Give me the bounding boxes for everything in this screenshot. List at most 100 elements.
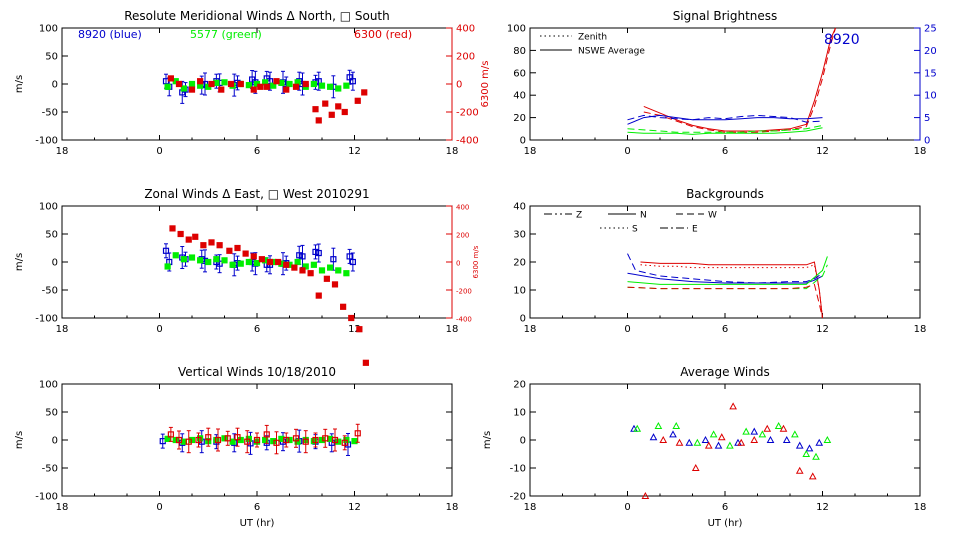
data-point (302, 438, 309, 445)
legend-label: W (708, 211, 717, 221)
data-point (294, 258, 301, 266)
data-point (216, 242, 223, 249)
y-tick-label: 0 (52, 436, 58, 447)
data-point (275, 258, 282, 266)
legend-label: Z (576, 211, 582, 221)
data-point (224, 435, 231, 442)
data-point (802, 449, 811, 457)
data-point (750, 427, 759, 435)
data-point (812, 452, 820, 460)
y-tick-label: 40 (513, 202, 526, 213)
right-y-tick-label: 400 (456, 204, 469, 212)
data-point (245, 258, 252, 266)
data-point (340, 303, 347, 310)
x-tick-label: 18 (524, 502, 537, 513)
data-point (310, 261, 317, 268)
series-line (640, 261, 823, 319)
data-point (346, 253, 353, 260)
y-tick-label: -100 (35, 492, 58, 503)
data-point (315, 292, 322, 299)
x-axis-label: UT (hr) (708, 518, 743, 529)
data-point (197, 435, 204, 442)
series-red-dashed (643, 27, 836, 133)
series-blue-solid (627, 272, 823, 284)
x-tick-label: 18 (914, 324, 927, 335)
data-point (302, 263, 309, 270)
data-point (164, 435, 171, 442)
data-point (327, 435, 334, 442)
series-line (627, 272, 823, 284)
data-point (307, 270, 314, 277)
y-tick-label: 80 (513, 46, 526, 57)
data-point (717, 433, 726, 441)
y-tick-label: 20 (513, 113, 526, 124)
right-axis-label: 6300 m/s (480, 61, 491, 108)
y-tick-label: 100 (507, 24, 526, 35)
right-y-tick-label: 200 (456, 52, 475, 63)
series-green-dashed (627, 264, 828, 290)
data-point (354, 430, 361, 437)
y-tick-label: 100 (39, 24, 58, 35)
data-point (737, 438, 746, 446)
data-point (213, 79, 220, 86)
data-point (221, 79, 228, 86)
x-tick-label: 0 (624, 324, 630, 335)
legend-label: S (632, 225, 638, 235)
data-point (763, 424, 772, 432)
right-y-tick-label: 0 (456, 80, 462, 91)
y-tick-label: -100 (35, 136, 58, 147)
x-tick-label: 0 (156, 502, 162, 513)
data-point (795, 466, 804, 474)
x-tick-label: 0 (624, 146, 630, 157)
x-tick-label: 6 (254, 324, 260, 335)
data-point (742, 427, 750, 435)
data-point (175, 80, 183, 88)
legend-entry: 6300 (red) (354, 28, 412, 41)
data-point (322, 435, 329, 442)
data-point (750, 435, 759, 443)
data-point (292, 83, 300, 90)
x-tick-label: 0 (624, 502, 630, 513)
y-tick-label: 20 (513, 380, 526, 391)
data-point (315, 117, 322, 124)
series-blue-solid (627, 114, 823, 125)
y-tick-label: 0 (52, 258, 58, 269)
data-point (327, 264, 334, 271)
panel-1: Resolute Meridional Winds Δ North, □ Sou… (14, 9, 491, 157)
right-y-tick-label: 15 (924, 68, 937, 79)
x-axis-label: UT (hr) (240, 518, 275, 529)
data-point (244, 438, 251, 445)
data-point (349, 78, 356, 85)
y-tick-label: 60 (513, 68, 526, 79)
series-green-solid (627, 127, 823, 135)
x-tick-label: 18 (914, 502, 927, 513)
y-tick-label: 50 (45, 408, 58, 419)
data-point (672, 421, 681, 429)
right-y-tick-label: 200 (456, 232, 469, 240)
data-point (216, 260, 223, 267)
data-point (766, 435, 775, 443)
legend-entry: 5577 (green) (190, 28, 262, 41)
data-point (278, 435, 285, 442)
y-tick-label: 0 (52, 80, 58, 91)
data-point (188, 254, 196, 261)
data-point (221, 257, 228, 264)
data-point (188, 80, 196, 88)
x-tick-label: 12 (348, 146, 361, 157)
data-point (310, 80, 317, 88)
x-tick-label: 18 (56, 146, 69, 157)
legend-label: E (692, 225, 698, 235)
data-point (312, 248, 319, 256)
data-point (654, 421, 663, 429)
data-point (263, 431, 270, 438)
data-point (286, 436, 293, 444)
y-tick-label: -10 (510, 464, 526, 475)
data-point (318, 267, 326, 274)
data-point (229, 261, 236, 268)
data-point (226, 247, 233, 254)
series-blue (630, 424, 824, 452)
data-point (262, 436, 269, 444)
y-tick-label: 50 (45, 52, 58, 63)
data-point (169, 225, 176, 232)
series-red (641, 402, 817, 499)
